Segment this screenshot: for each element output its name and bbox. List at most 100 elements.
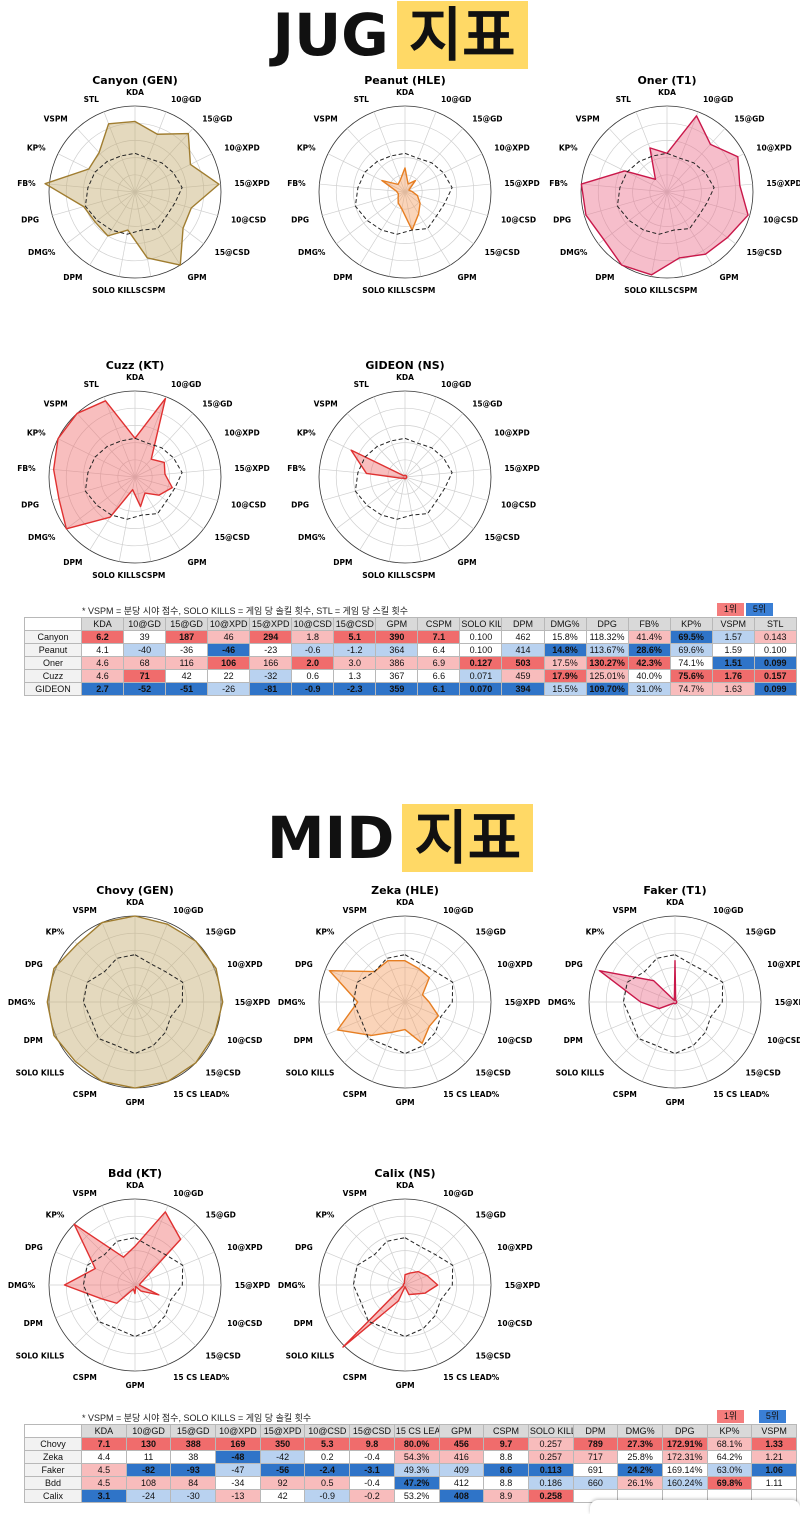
- axis-label: DPM: [564, 1036, 583, 1045]
- stat-cell: 69.8%: [706, 1476, 753, 1490]
- chart-title: Zeka (HLE): [371, 884, 439, 897]
- stat-cell: 7.1: [417, 630, 461, 644]
- column-header: 10@CSD: [304, 1424, 351, 1438]
- axis-label: 10@XPD: [497, 960, 532, 969]
- column-header: DPG: [661, 1424, 708, 1438]
- grid-spoke: [89, 191, 136, 266]
- grid-spoke: [598, 191, 668, 245]
- grid-spoke: [57, 153, 136, 193]
- table-row: Chovy 7.1 130 388 169 350 5.3 9.8 80.0% 456 9.7 0.2…: [24, 1437, 797, 1451]
- stat-cell: 0.257: [527, 1450, 574, 1464]
- axis-label: DMG%: [298, 248, 326, 257]
- axis-label: KP%: [316, 1210, 335, 1219]
- stat-cell: 108: [125, 1476, 172, 1490]
- stat-cell: 0.100: [753, 643, 797, 657]
- axis-label: 15@XPD: [235, 1281, 270, 1290]
- axis-label: DMG%: [298, 533, 326, 542]
- stat-cell: 130.27%: [585, 656, 629, 670]
- grid-spoke: [134, 1251, 215, 1286]
- player-name-cell: Cuzz: [24, 669, 82, 683]
- grid-spoke: [336, 191, 406, 245]
- chart-title: Chovy (GEN): [96, 884, 173, 897]
- stat-cell: -0.4: [349, 1476, 395, 1490]
- bottom-sheet-handle[interactable]: [590, 1500, 800, 1514]
- axis-label: KDA: [126, 88, 144, 97]
- table-row: Peanut 4.1 -40 -36 -46 -23 -0.6 -1.2 364 6.4 0.100…: [24, 643, 797, 657]
- grid-spoke: [101, 1001, 136, 1082]
- axis-label: GPM: [125, 1381, 144, 1390]
- stat-cell: 412: [438, 1476, 485, 1490]
- grid-spoke: [404, 922, 439, 1003]
- stat-cell: -47: [215, 1463, 261, 1477]
- stat-cell: -51: [165, 682, 209, 696]
- stat-cell: -42: [259, 1450, 306, 1464]
- axis-label: 10@XPD: [756, 144, 791, 153]
- stat-cell: 17.5%: [543, 656, 587, 670]
- axis-label: 15@GD: [746, 927, 776, 936]
- stat-cell: 717: [572, 1450, 619, 1464]
- average-series-line: [82, 954, 184, 1055]
- axis-label: 15@CSD: [215, 248, 250, 257]
- axis-label: 15@XPD: [234, 464, 269, 473]
- column-header: VSPM: [711, 617, 755, 631]
- stat-cell: 350: [259, 1437, 306, 1451]
- axis-label: DPM: [24, 1319, 43, 1328]
- stat-cell: 4.6: [80, 656, 125, 670]
- axis-label: DMG%: [278, 1281, 306, 1290]
- stat-cell: 0.258: [527, 1489, 574, 1503]
- stat-cell: 172.91%: [661, 1437, 708, 1451]
- stat-cell: -46: [207, 643, 251, 657]
- column-header: 10@GD: [125, 1424, 172, 1438]
- stat-cell: 49.3%: [393, 1463, 440, 1477]
- stat-cell: -52: [123, 682, 167, 696]
- stat-cell: -34: [215, 1476, 261, 1490]
- stat-cell: 113.67%: [585, 643, 629, 657]
- stat-cell: 1.76: [711, 669, 755, 683]
- table-footnote: * VSPM = 분당 시야 점수, SOLO KILLS = 게임 당 솔킬 …: [82, 606, 409, 616]
- axis-label: 15@XPD: [235, 998, 270, 1007]
- axis-label: KDA: [396, 1181, 414, 1190]
- axis-label: VSPM: [44, 399, 68, 408]
- grid-spoke: [134, 438, 213, 478]
- stat-cell: 39: [123, 630, 167, 644]
- axis-label: FB%: [17, 464, 36, 473]
- axis-label: SOLO KILLS: [92, 571, 141, 580]
- axis-label: VSPM: [343, 906, 367, 915]
- stat-cell: 6.4: [417, 643, 461, 657]
- axis-label: DPG: [21, 500, 39, 509]
- grid-spoke: [404, 1284, 439, 1365]
- grid-spoke: [404, 1001, 467, 1064]
- table-row: Cuzz 4.6 71 42 22 -32 0.6 1.3 367 6.6 0.071 459 17.9…: [24, 669, 797, 683]
- column-header: DMG%: [543, 617, 587, 631]
- stat-cell: -93: [170, 1463, 217, 1477]
- chart-title: Bdd (KT): [108, 1167, 162, 1180]
- grid-spoke: [666, 191, 750, 216]
- axis-label: 15 CS LEAD%: [173, 1090, 230, 1099]
- grid-spoke: [404, 191, 488, 216]
- axis-label: 15 CS LEAD%: [173, 1373, 230, 1382]
- stat-cell: 408: [438, 1489, 485, 1503]
- axis-label: 15@GD: [202, 114, 232, 123]
- grid-spoke: [404, 191, 474, 245]
- axis-label: SOLO KILLS: [624, 286, 673, 295]
- column-header: 15@CSD: [333, 617, 377, 631]
- axis-label: DMG%: [28, 248, 56, 257]
- grid-spoke: [608, 128, 668, 193]
- axis-label: CSPM: [343, 1373, 367, 1382]
- axis-label: 15@GD: [206, 1210, 236, 1219]
- grid-spoke: [581, 183, 668, 193]
- grid-spoke: [57, 438, 136, 478]
- grid-spoke: [404, 476, 474, 530]
- column-header: GPM: [375, 617, 419, 631]
- stat-cell: 8.8: [483, 1450, 529, 1464]
- table-header-row: KDA 10@GD 15@GD 10@XPD 15@XPD 10@CSD 15@CSD 15 …: [24, 1424, 797, 1438]
- stat-cell: 69.5%: [669, 630, 713, 644]
- stat-cell: 64.2%: [706, 1450, 753, 1464]
- stat-cell: -30: [170, 1489, 217, 1503]
- stat-cell: 691: [572, 1463, 619, 1477]
- grid-spoke: [674, 1001, 737, 1064]
- grid-spoke: [134, 1001, 215, 1036]
- axis-label: SOLO KILLS: [362, 571, 411, 580]
- grid-spoke: [404, 1205, 439, 1286]
- grid-spoke: [613, 1001, 676, 1064]
